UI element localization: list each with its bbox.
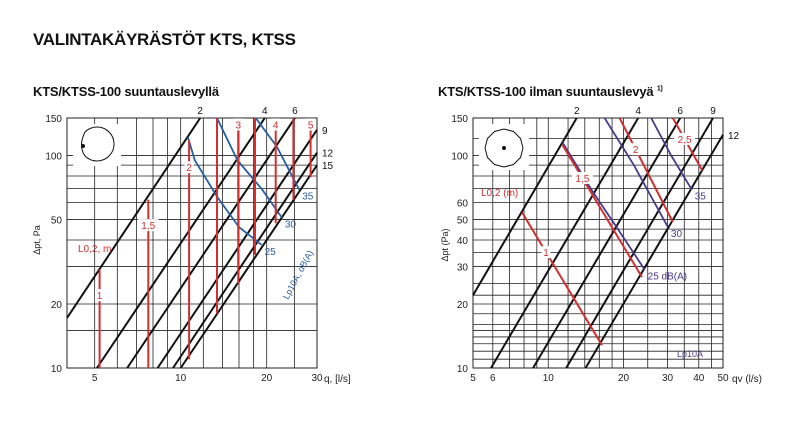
pressure-line-label: 6 (677, 106, 683, 117)
x-tick-label: 20 (261, 373, 273, 384)
sound-legend: Lp10A (677, 349, 703, 359)
pressure-line-label: 15 (322, 161, 334, 172)
y-tick-label: 40 (457, 236, 469, 247)
sound-legend: Lp10A, dB(A) (281, 249, 315, 301)
sound-level-line-35 (650, 117, 693, 191)
sound-level-line-30 (603, 117, 669, 228)
sound-level-line-35 (254, 117, 300, 191)
diffuser-icon (484, 128, 524, 168)
pressure-line-label: 12 (728, 131, 740, 142)
throw-label-bg (233, 118, 243, 131)
throw-line-label: 5 (308, 120, 314, 131)
y-tick-label: 20 (457, 300, 469, 311)
page-title: VALINTAKÄYRÄSTÖT KTS, KTSS (33, 30, 296, 49)
nozzle-dot-icon (502, 146, 506, 150)
sound-level-label: 30 (671, 229, 683, 240)
chart-title-left: KTS/KTSS-100 suuntauslevyllä (33, 84, 219, 99)
y-tick-label: 150 (451, 114, 468, 125)
pressure-line-label: 4 (635, 106, 641, 117)
throw-label-bg (571, 171, 593, 184)
sound-level-label: 35 (302, 192, 314, 203)
sound-level-label: 35 (695, 192, 707, 203)
y-axis-label: Δpt, Pa (32, 225, 42, 255)
x-tick-label: 40 (693, 373, 705, 384)
pressure-line-6 (532, 117, 682, 369)
throw-label-bg (541, 246, 551, 259)
x-tick-label: 10 (175, 373, 187, 384)
plot-frame (472, 117, 724, 369)
x-tick-label: 10 (543, 373, 555, 384)
throw-line-label: 1,5 (141, 221, 155, 232)
pressure-line-4 (490, 117, 640, 369)
pressure-line-label: 12 (322, 149, 334, 160)
x-axis-label: q, [l/s] (324, 374, 351, 385)
y-tick-label: 10 (51, 364, 63, 375)
pressure-line-label: 2 (574, 106, 580, 117)
x-tick-label: 6 (490, 373, 496, 384)
y-tick-label: 150 (45, 114, 62, 125)
y-tick-label: 50 (51, 215, 63, 226)
sound-level-line-30 (216, 117, 283, 219)
pressure-line-2 (472, 117, 578, 296)
x-tick-label: 50 (717, 373, 729, 384)
throw-legend: L0,2 (m) (481, 188, 518, 199)
pressure-line-label: 6 (292, 106, 298, 117)
chart-title-text: KTS/KTSS-100 suuntauslevyllä (33, 84, 219, 99)
chart-title-right: KTS/KTSS-100 ilman suuntauslevyä 1) (438, 84, 663, 99)
x-tick-label: 20 (618, 373, 630, 384)
x-axis-label: qv (l/s) (732, 374, 762, 385)
throw-line (618, 117, 674, 223)
x-tick-label: 30 (311, 373, 323, 384)
throw-label-bg (137, 219, 159, 232)
sound-level-label: 25 dB(A) (648, 272, 687, 283)
throw-line-label: 2,5 (678, 135, 692, 146)
throw-label-bg (184, 161, 194, 174)
pressure-line-label: 9 (322, 126, 328, 137)
throw-line-label: 4 (273, 120, 279, 131)
throw-label-bg (306, 118, 316, 131)
y-tick-label: 100 (45, 151, 62, 162)
y-axis-label: Δpt (Pa) (440, 228, 450, 261)
y-tick-label: 100 (451, 151, 468, 162)
y-tick-label: 50 (457, 215, 469, 226)
sound-level-label: 25 (265, 247, 277, 258)
y-tick-label: 10 (457, 364, 469, 375)
throw-label-bg (631, 143, 641, 156)
y-tick-label: 30 (457, 263, 469, 274)
sound-level-line-25 (561, 142, 646, 271)
y-tick-label: 60 (457, 199, 469, 210)
throw-line-label: 1,5 (575, 174, 589, 185)
pressure-line-label: 4 (262, 106, 268, 117)
pressure-line-12 (172, 152, 318, 369)
x-tick-label: 5 (470, 373, 476, 384)
pressure-line-6 (126, 117, 296, 369)
chart-title-text: KTS/KTSS-100 ilman suuntauslevyä (438, 84, 654, 99)
chart-right: 5 6 10 20 30 40 50 10 20 30 40 50 60 100 150 qv (l/s) Δp… (440, 106, 762, 385)
pressure-line-2 (66, 117, 202, 319)
y-tick-label: 20 (51, 300, 63, 311)
pressure-line-label: 9 (710, 106, 716, 117)
sound-level-label: 30 (285, 220, 297, 231)
throw-label-bg (95, 289, 105, 302)
throw-legend: L0,2, m (78, 244, 111, 255)
throw-line (561, 144, 643, 278)
throw-line-label: 1 (543, 248, 549, 259)
pressure-line-label: 2 (197, 106, 203, 117)
footnote-marker: 1) (656, 85, 663, 93)
pressure-line-12 (584, 134, 724, 369)
throw-line-label: 3 (235, 120, 241, 131)
throw-line-label: 1 (97, 291, 103, 302)
plot-frame (66, 117, 318, 369)
diffuser-icon (81, 126, 115, 162)
throw-label-bg (674, 132, 696, 145)
throw-label-bg (271, 118, 281, 131)
x-tick-label: 5 (92, 373, 98, 384)
throw-line-label: 2 (186, 163, 192, 174)
x-tick-label: 30 (662, 373, 674, 384)
nozzle-dot-icon (81, 144, 85, 148)
throw-line-label: 2 (633, 145, 639, 156)
throw-line (521, 211, 603, 346)
